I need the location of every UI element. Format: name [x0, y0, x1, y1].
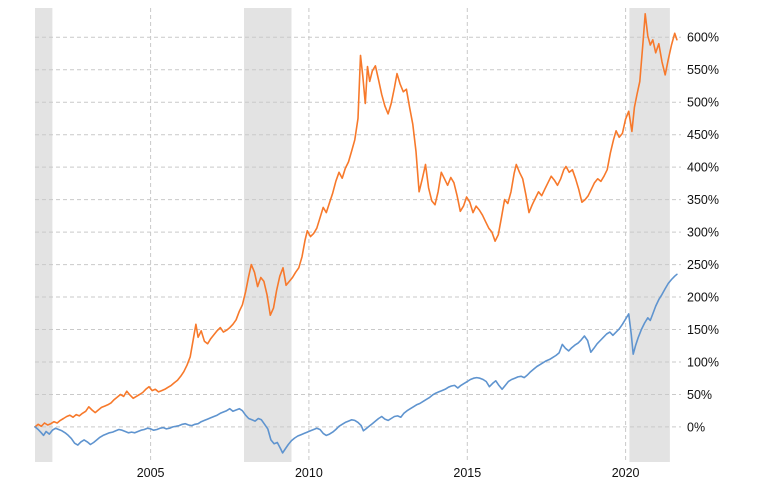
- blue-line-series: [34, 273, 678, 454]
- orange-line-series: [34, 13, 678, 428]
- y-axis-tick-label: 150%: [687, 323, 719, 337]
- y-axis-tick-label: 550%: [687, 63, 719, 77]
- y-axis-tick-label: 300%: [687, 226, 719, 240]
- recession-band: [629, 8, 670, 462]
- y-axis-tick-label: 0%: [687, 420, 705, 434]
- x-axis-tick-label: 2015: [453, 466, 481, 480]
- recession-band: [35, 8, 53, 462]
- x-axis-tick-label: 2010: [295, 466, 323, 480]
- y-axis-tick-label: 450%: [687, 128, 719, 142]
- y-axis-tick-label: 100%: [687, 356, 719, 370]
- y-axis-tick-label: 50%: [687, 388, 712, 402]
- y-axis-tick-label: 400%: [687, 161, 719, 175]
- y-axis-tick-label: 350%: [687, 193, 719, 207]
- recession-band: [244, 8, 292, 462]
- x-axis-tick-label: 2005: [137, 466, 165, 480]
- y-axis-tick-label: 600%: [687, 31, 719, 45]
- y-axis-tick-label: 500%: [687, 96, 719, 110]
- y-axis-tick-label: 200%: [687, 291, 719, 305]
- x-axis-tick-label: 2020: [612, 466, 640, 480]
- y-axis-tick-label: 250%: [687, 258, 719, 272]
